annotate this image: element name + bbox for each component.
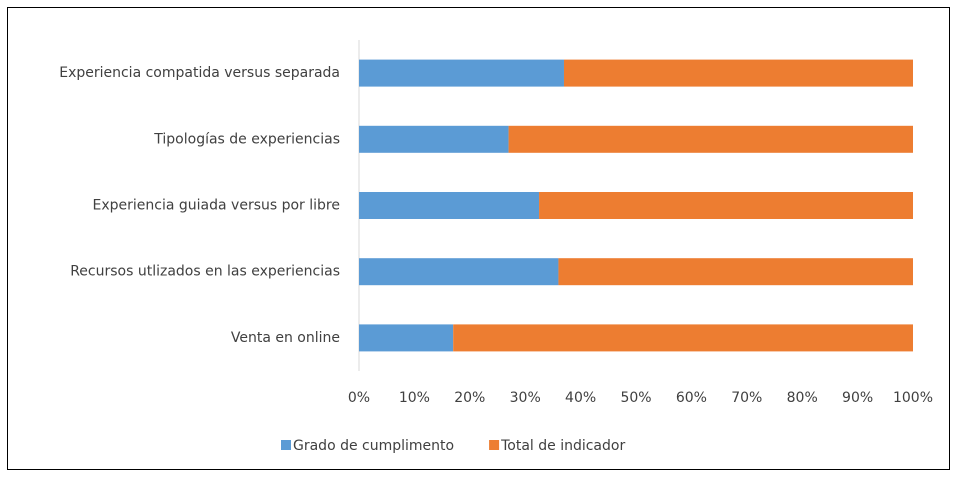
x-tick-label: 60% bbox=[676, 390, 707, 406]
bar-segment bbox=[359, 192, 540, 219]
legend-swatch bbox=[489, 440, 500, 450]
bar-segment bbox=[359, 125, 509, 153]
y-tick-label: Experiencia compatida versus separada bbox=[59, 65, 340, 81]
x-tick-label: 80% bbox=[787, 390, 818, 406]
x-tick-label: 70% bbox=[731, 390, 762, 406]
legend-label: Total de indicador bbox=[500, 438, 625, 454]
bar-segment bbox=[453, 324, 913, 352]
legend-label: Grado de cumplimento bbox=[293, 438, 454, 454]
bar-segment bbox=[563, 59, 913, 87]
y-tick-label: Recursos utlizados en las experiencias bbox=[70, 264, 340, 280]
y-tick-label: Venta en online bbox=[231, 330, 340, 346]
x-tick-label: 100% bbox=[893, 390, 933, 406]
bar-segment bbox=[508, 125, 913, 153]
x-tick-label: 20% bbox=[454, 390, 485, 406]
x-tick-label: 90% bbox=[842, 390, 873, 406]
bar-segment bbox=[539, 192, 913, 219]
bar-segment bbox=[359, 324, 454, 352]
y-tick-label: Tipologías de experiencias bbox=[153, 131, 340, 147]
x-tick-label: 10% bbox=[399, 390, 430, 406]
x-tick-label: 30% bbox=[510, 390, 541, 406]
y-tick-label: Experiencia guiada versus por libre bbox=[93, 198, 340, 214]
bar-segment bbox=[558, 258, 913, 286]
x-tick-label: 0% bbox=[348, 390, 370, 406]
x-tick-label: 40% bbox=[565, 390, 596, 406]
x-tick-label: 50% bbox=[620, 390, 651, 406]
legend-swatch bbox=[281, 440, 291, 450]
bar-segment bbox=[359, 258, 559, 286]
bar-segment bbox=[359, 59, 564, 87]
